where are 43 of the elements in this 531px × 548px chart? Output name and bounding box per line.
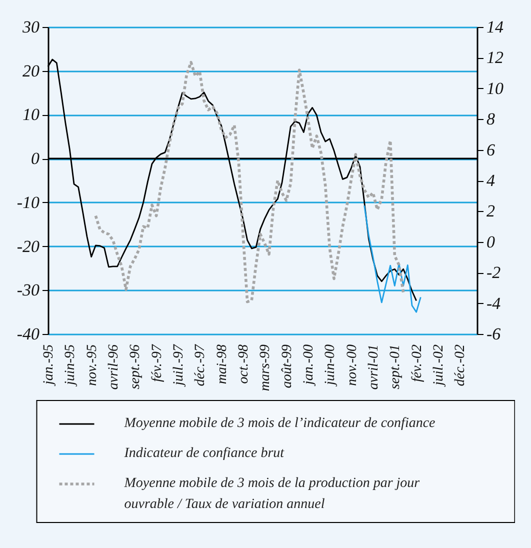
x-tick-label: déc.-97	[193, 344, 208, 386]
x-tick-label: juil.-02	[432, 344, 446, 388]
x-tick-label: oct.-98	[236, 344, 252, 384]
y2-tick-label: -6	[486, 324, 502, 344]
y2-tick-label: 4	[486, 171, 496, 190]
legend-label: Moyenne mobile de 3 mois de l’indicateur de confiance	[123, 416, 436, 431]
y-tick-label: -30	[16, 280, 40, 300]
x-tick-label: sept.-96	[128, 344, 144, 390]
y2-tick-label: -2	[486, 263, 502, 282]
x-tick-label: mai-98	[214, 344, 230, 384]
x-tick-label: août-99	[280, 344, 295, 388]
x-tick-label: fév.-02	[410, 344, 425, 382]
x-tick-label: avril-96	[106, 344, 122, 390]
x-tick-label: fév.-97	[150, 344, 165, 382]
y-tick-label: -10	[16, 192, 40, 212]
x-tick-label: avril-01	[366, 344, 382, 390]
x-tick-label: mars-99	[258, 344, 274, 392]
x-tick-label: déc.-02	[453, 344, 468, 386]
x-tick-label: jan.-95	[42, 344, 56, 387]
x-tick-label: nov.-95	[84, 344, 100, 386]
y-tick-label: -40	[16, 324, 40, 344]
y2-tick-label: 0	[486, 232, 496, 252]
y2-tick-label: 6	[486, 140, 496, 160]
x-tick-label: jan.-00	[302, 344, 316, 387]
y2-tick-label: 12	[486, 48, 504, 68]
x-tick-label: nov.-00	[344, 344, 360, 386]
x-tick-label: juil.-97	[172, 344, 186, 388]
y2-tick-label: 14	[486, 18, 504, 36]
y2-tick-label: 2	[486, 202, 496, 221]
y-tick-label: 0	[31, 149, 40, 168]
y-tick-label: 20	[22, 61, 40, 80]
y-tick-label: -20	[16, 236, 40, 256]
y-tick-label: 30	[22, 18, 40, 36]
y-tick-label: 10	[22, 105, 40, 124]
y2-tick-label: 8	[486, 110, 496, 129]
y2-tick-label: -4	[486, 294, 502, 313]
x-tick-label: juin-95	[63, 344, 78, 387]
line-series	[94, 60, 405, 304]
legend-label: Indicateur de confiance brut	[123, 446, 286, 461]
x-tick-label: sept.-01	[388, 344, 404, 390]
y2-tick-label: 10	[486, 78, 504, 98]
x-tick-label: juin-00	[323, 344, 338, 387]
legend-label: Moyenne mobile de 3 mois de la production par jour ouvrable / Taux de variation annuel	[123, 476, 420, 512]
